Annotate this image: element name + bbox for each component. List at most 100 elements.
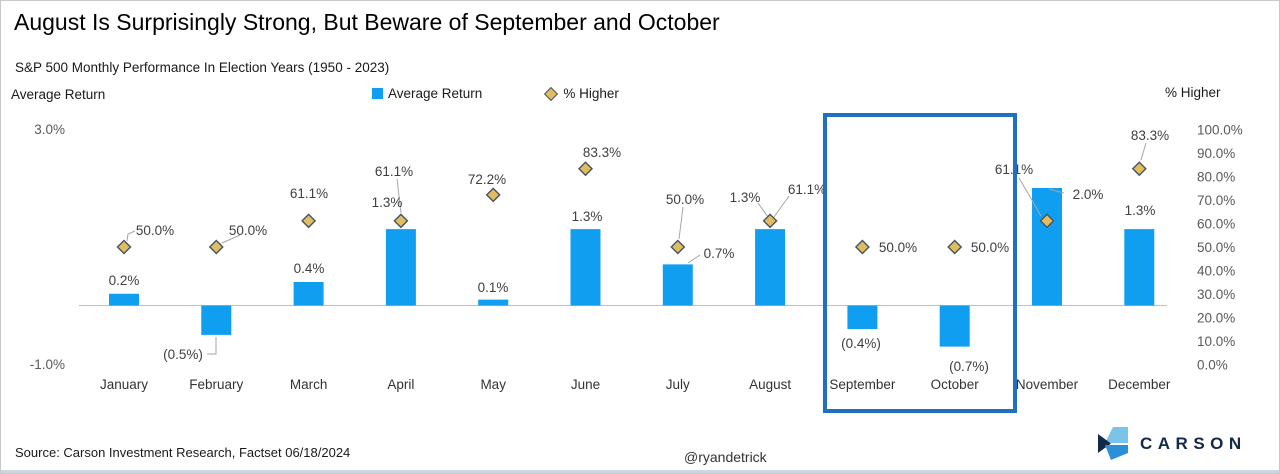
bar-label-february: (0.5%): [163, 347, 203, 362]
diamond-june: [578, 161, 593, 177]
month-label-october: October: [931, 377, 980, 392]
bar-february: [201, 305, 232, 335]
right-axis-tick: 0.0%: [1197, 357, 1228, 372]
pct-label-april: 61.1%: [375, 164, 413, 179]
bar-label-leader-august: [757, 202, 769, 218]
bar-april: [385, 229, 416, 306]
month-label-may: May: [480, 377, 506, 392]
bar-may: [478, 299, 509, 306]
diamond-april: [393, 213, 409, 229]
month-label-september: September: [829, 377, 896, 392]
pct-label-september: 50.0%: [879, 240, 917, 255]
bar-july: [662, 264, 693, 306]
diamond-july: [670, 239, 686, 255]
diamond-november: [1039, 213, 1055, 229]
left-axis-tick: -1.0%: [30, 357, 65, 372]
diamond-september: [854, 239, 870, 255]
bar-label-leader-november: [1048, 188, 1065, 194]
bar-october: [939, 305, 970, 347]
pct-label-leader-february: [221, 234, 241, 244]
bar-label-september: (0.4%): [841, 336, 881, 351]
bar-august: [755, 229, 786, 306]
bar-label-march: 0.4%: [294, 261, 325, 276]
bar-march: [293, 282, 324, 306]
bar-label-april: 1.3%: [372, 195, 403, 210]
bar-label-may: 0.1%: [478, 280, 509, 295]
legend-item-pct-higher: % Higher: [544, 86, 619, 101]
pct-label-march: 61.1%: [290, 186, 328, 201]
right-axis-tick: 60.0%: [1197, 216, 1235, 231]
pct-label-leader-april: [396, 178, 402, 214]
bar-label-june: 1.3%: [572, 209, 603, 224]
diamond-october: [947, 239, 963, 255]
carson-logo-icon: [1098, 427, 1128, 460]
month-label-august: August: [749, 377, 791, 392]
source-text: Source: Carson Investment Research, Fact…: [15, 445, 351, 460]
diamond-december: [1131, 161, 1147, 177]
right-axis-tick: 40.0%: [1197, 263, 1235, 278]
right-axis-tick: 20.0%: [1197, 310, 1235, 325]
author-handle: @ryandetrick: [684, 449, 767, 465]
right-axis-tick: 50.0%: [1197, 240, 1235, 255]
diamond-february: [208, 239, 224, 255]
legend: Average Return % Higher: [372, 86, 619, 101]
carson-logo-text: CARSON: [1140, 434, 1247, 453]
bar-november: [1032, 188, 1062, 306]
month-label-february: February: [189, 377, 243, 392]
legend-label-pct-higher: % Higher: [563, 86, 619, 101]
month-label-july: July: [666, 377, 690, 392]
right-axis-tick: 100.0%: [1197, 122, 1243, 137]
highlight-box-september-october: [823, 113, 1017, 413]
pct-label-july: 50.0%: [666, 192, 704, 207]
month-label-march: March: [290, 377, 328, 392]
chart-title: August Is Surprisingly Strong, But Bewar…: [14, 9, 720, 35]
pct-label-leader-january: [126, 230, 136, 242]
month-label-june: June: [571, 377, 600, 392]
month-label-november: November: [1016, 377, 1079, 392]
diamond-may: [485, 187, 501, 203]
pct-label-august: 61.1%: [788, 182, 826, 197]
bar-december: [1124, 229, 1155, 306]
pct-label-leader-november: [1018, 177, 1042, 217]
pct-label-january: 50.0%: [136, 223, 174, 238]
pct-label-december: 83.3%: [1131, 128, 1169, 143]
right-axis-tick: 30.0%: [1197, 287, 1235, 302]
bar-label-december: 1.3%: [1125, 203, 1156, 218]
diamond-january: [116, 239, 132, 255]
right-axis-title: % Higher: [1165, 85, 1221, 100]
pct-label-may: 72.2%: [468, 172, 506, 187]
bar-label-november: 2.0%: [1073, 187, 1104, 202]
pct-label-october: 50.0%: [971, 240, 1009, 255]
pct-label-leader-august: [773, 195, 790, 218]
bar-label-july: 0.7%: [704, 246, 735, 261]
bar-label-october: (0.7%): [949, 359, 989, 374]
carson-logo: CARSON: [1098, 426, 1247, 462]
bar-series-marker-icon: [372, 88, 383, 99]
pct-label-february: 50.0%: [229, 223, 267, 238]
bar-label-leader-july: [687, 254, 701, 264]
pct-label-leader-july: [678, 206, 684, 240]
diamond-march: [301, 213, 317, 229]
right-axis-tick: 10.0%: [1197, 334, 1235, 349]
right-axis-tick: 70.0%: [1197, 193, 1235, 208]
pct-label-june: 83.3%: [583, 145, 621, 160]
month-label-april: April: [387, 377, 414, 392]
bottom-accent-border: [1, 470, 1279, 473]
left-axis-title: Average Return: [11, 87, 106, 102]
chart-subtitle: S&P 500 Monthly Performance In Election …: [15, 60, 390, 75]
month-label-january: January: [100, 377, 148, 392]
bar-label-january: 0.2%: [109, 273, 140, 288]
bar-january: [109, 293, 139, 306]
bar-label-august: 1.3%: [730, 190, 761, 205]
legend-item-average-return: Average Return: [372, 86, 482, 101]
diamond-august: [762, 213, 778, 229]
legend-label-average-return: Average Return: [388, 86, 483, 101]
bar-june: [570, 229, 601, 306]
pct-label-leader-december: [1140, 142, 1147, 161]
bar-september: [847, 305, 878, 329]
right-axis-tick: 80.0%: [1197, 169, 1235, 184]
left-axis-tick: 3.0%: [34, 122, 65, 137]
right-axis-tick: 90.0%: [1197, 146, 1235, 161]
